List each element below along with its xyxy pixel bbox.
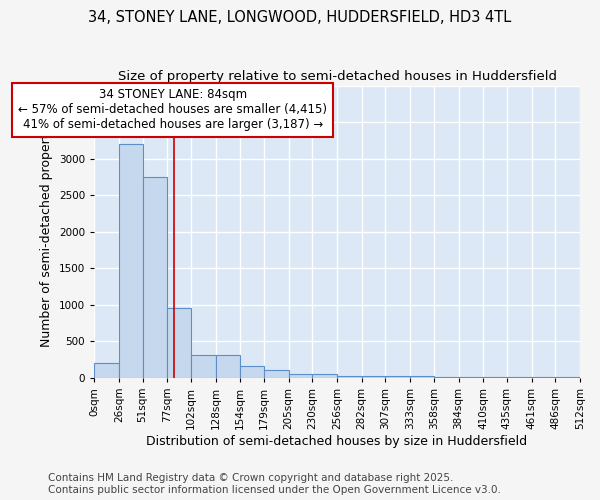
Text: 34, STONEY LANE, LONGWOOD, HUDDERSFIELD, HD3 4TL: 34, STONEY LANE, LONGWOOD, HUDDERSFIELD,… <box>88 10 512 25</box>
Bar <box>143 177 167 378</box>
Bar <box>362 376 385 378</box>
Bar <box>337 376 362 378</box>
Text: Contains HM Land Registry data © Crown copyright and database right 2025.
Contai: Contains HM Land Registry data © Crown c… <box>48 474 501 495</box>
Bar <box>410 376 434 378</box>
Bar <box>385 376 410 378</box>
Bar <box>313 374 337 378</box>
Bar <box>458 377 483 378</box>
Bar <box>119 144 143 378</box>
Bar <box>289 374 313 378</box>
Bar <box>167 308 191 378</box>
Bar <box>483 377 507 378</box>
Bar <box>191 355 215 378</box>
Bar <box>264 370 289 378</box>
Y-axis label: Number of semi-detached properties: Number of semi-detached properties <box>40 116 53 348</box>
Title: Size of property relative to semi-detached houses in Huddersfield: Size of property relative to semi-detach… <box>118 70 557 83</box>
Bar <box>215 355 240 378</box>
Bar <box>434 376 458 378</box>
X-axis label: Distribution of semi-detached houses by size in Huddersfield: Distribution of semi-detached houses by … <box>146 434 527 448</box>
Text: 34 STONEY LANE: 84sqm
← 57% of semi-detached houses are smaller (4,415)
41% of s: 34 STONEY LANE: 84sqm ← 57% of semi-deta… <box>19 88 328 132</box>
Bar <box>94 363 119 378</box>
Bar <box>240 366 264 378</box>
